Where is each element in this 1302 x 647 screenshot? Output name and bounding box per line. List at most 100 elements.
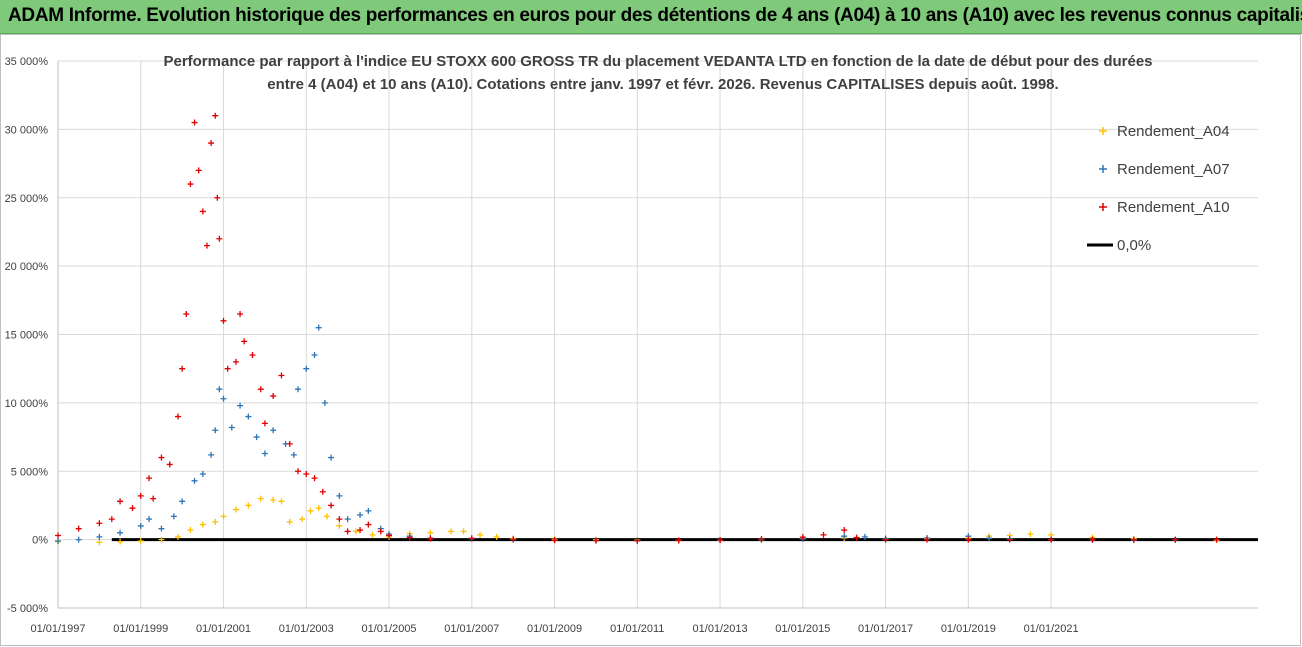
data-point xyxy=(96,533,103,540)
y-tick-label: 20 000% xyxy=(5,261,49,273)
report-banner: ADAM Informe. Evolution historique des p… xyxy=(0,0,1302,34)
data-point xyxy=(592,537,599,544)
data-point xyxy=(137,537,144,544)
data-point xyxy=(261,420,268,427)
data-point xyxy=(55,537,61,544)
data-point xyxy=(199,521,206,528)
data-point xyxy=(170,513,177,520)
x-tick-label: 01/01/2011 xyxy=(610,623,664,635)
data-point xyxy=(323,513,330,520)
y-tick-label: -5 000% xyxy=(7,603,48,615)
data-point xyxy=(352,528,359,535)
data-point xyxy=(295,468,301,475)
data-point xyxy=(158,536,165,543)
data-point xyxy=(468,535,475,542)
data-point xyxy=(216,386,223,393)
data-point xyxy=(220,395,227,402)
data-point xyxy=(175,533,181,540)
data-point xyxy=(882,536,889,543)
data-point xyxy=(328,502,335,509)
data-point xyxy=(336,522,343,529)
data-point xyxy=(841,527,848,534)
x-tick-label: 01/01/2019 xyxy=(941,623,996,635)
legend-label: 0,0% xyxy=(1117,237,1151,254)
data-point xyxy=(303,365,310,372)
chart-frame: 35 000% 30 000% 25 000% 20 000% 15 000% 10 00… xyxy=(0,34,1301,646)
data-point xyxy=(286,440,293,447)
data-point xyxy=(199,208,206,215)
data-point xyxy=(1048,536,1055,543)
data-point xyxy=(357,527,364,534)
data-point xyxy=(232,506,239,513)
data-point xyxy=(137,492,144,499)
data-point xyxy=(249,352,256,359)
data-point xyxy=(510,536,517,543)
data-point xyxy=(675,537,682,544)
legend-marker xyxy=(1099,165,1107,173)
y-tick-label: 5 000% xyxy=(11,466,49,478)
data-point xyxy=(232,358,239,365)
y-tick-label: 15 000% xyxy=(5,330,49,342)
chart-title: Performance par rapport à l'indice EU ST… xyxy=(163,53,1152,93)
data-point xyxy=(307,507,314,514)
data-point xyxy=(75,536,82,543)
data-point xyxy=(336,516,343,523)
gridlines xyxy=(57,60,1258,609)
data-point xyxy=(336,492,343,499)
data-point xyxy=(199,470,206,477)
chart-title-line: Performance par rapport à l'indice EU ST… xyxy=(163,53,1152,70)
data-point xyxy=(220,317,227,324)
x-tick-label: 01/01/2005 xyxy=(362,623,417,635)
data-point xyxy=(166,461,173,468)
data-point xyxy=(158,525,165,532)
x-tick-label: 01/01/1999 xyxy=(113,623,168,635)
data-point xyxy=(448,528,455,535)
y-tick-label: 35 000% xyxy=(5,56,49,68)
data-point xyxy=(187,527,194,534)
data-point xyxy=(96,520,103,527)
data-point xyxy=(460,528,467,535)
data-point xyxy=(191,477,198,484)
data-point xyxy=(146,516,153,523)
data-point xyxy=(257,386,264,393)
x-tick-label: 01/01/2003 xyxy=(279,623,334,635)
data-point xyxy=(278,498,285,505)
data-point xyxy=(245,502,252,509)
data-point xyxy=(551,537,558,544)
data-point xyxy=(717,537,724,544)
data-point xyxy=(75,525,82,532)
data-point xyxy=(311,475,318,482)
data-point xyxy=(328,454,335,461)
data-point xyxy=(183,310,190,317)
data-point xyxy=(253,434,260,441)
data-point xyxy=(137,522,144,529)
data-point xyxy=(427,535,434,542)
chart-title-line: entre 4 (A04) et 10 ans (A10). Cotations… xyxy=(267,76,1058,93)
data-point xyxy=(241,338,248,345)
data-point xyxy=(195,167,202,174)
data-point xyxy=(1172,536,1179,543)
data-point xyxy=(1213,536,1220,543)
data-point xyxy=(158,454,165,461)
x-tick-label: 01/01/1997 xyxy=(30,623,85,635)
data-point xyxy=(319,488,326,495)
data-point xyxy=(303,470,310,477)
legend-label: Rendement_A07 xyxy=(1117,161,1230,178)
data-point xyxy=(129,505,136,512)
x-tick-label: 01/01/2001 xyxy=(196,623,251,635)
data-point xyxy=(146,475,153,482)
data-point xyxy=(357,512,364,519)
data-point xyxy=(365,507,372,514)
banner-title: ADAM Informe. Evolution historique des p… xyxy=(8,5,1302,26)
x-tick-label: 01/01/2021 xyxy=(1024,623,1079,635)
data-point xyxy=(237,310,244,317)
data-point xyxy=(150,495,157,502)
series-points xyxy=(55,112,1258,546)
data-point xyxy=(179,365,186,372)
data-point xyxy=(55,532,61,539)
legend-marker xyxy=(1099,203,1107,211)
data-point xyxy=(212,427,219,434)
data-point xyxy=(315,324,322,331)
data-point xyxy=(290,451,297,458)
data-point xyxy=(208,140,215,147)
